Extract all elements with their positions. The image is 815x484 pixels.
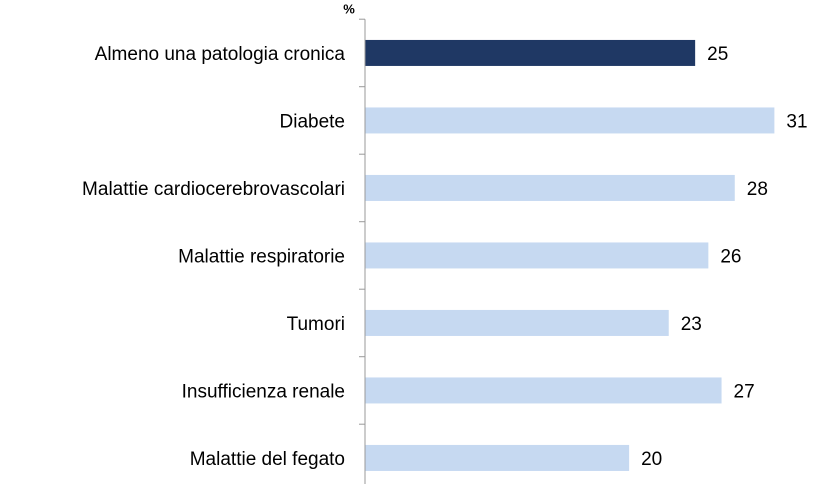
- bar: [365, 107, 775, 134]
- category-label: Insufficienza renale: [182, 381, 345, 402]
- category-label: Almeno una patologia cronica: [95, 44, 346, 65]
- value-label: 20: [641, 449, 662, 470]
- category-label: Tumori: [287, 314, 345, 335]
- bar: [365, 39, 696, 66]
- category-label: Malattie cardiocerebrovascolari: [82, 179, 345, 200]
- axis-label: %: [343, 1, 355, 16]
- value-label: 28: [747, 179, 768, 200]
- bar: [365, 174, 735, 201]
- value-label: 31: [786, 111, 807, 132]
- bar: [365, 242, 709, 269]
- bar: [365, 444, 630, 471]
- category-label: Diabete: [280, 111, 346, 132]
- category-label: Malattie del fegato: [190, 449, 345, 470]
- value-label: 27: [734, 381, 755, 402]
- category-label: Malattie respiratorie: [178, 246, 345, 267]
- bar: [365, 377, 722, 404]
- value-label: 23: [681, 314, 702, 335]
- value-label: 25: [707, 44, 728, 65]
- value-label: 26: [720, 246, 741, 267]
- bar: [365, 309, 669, 336]
